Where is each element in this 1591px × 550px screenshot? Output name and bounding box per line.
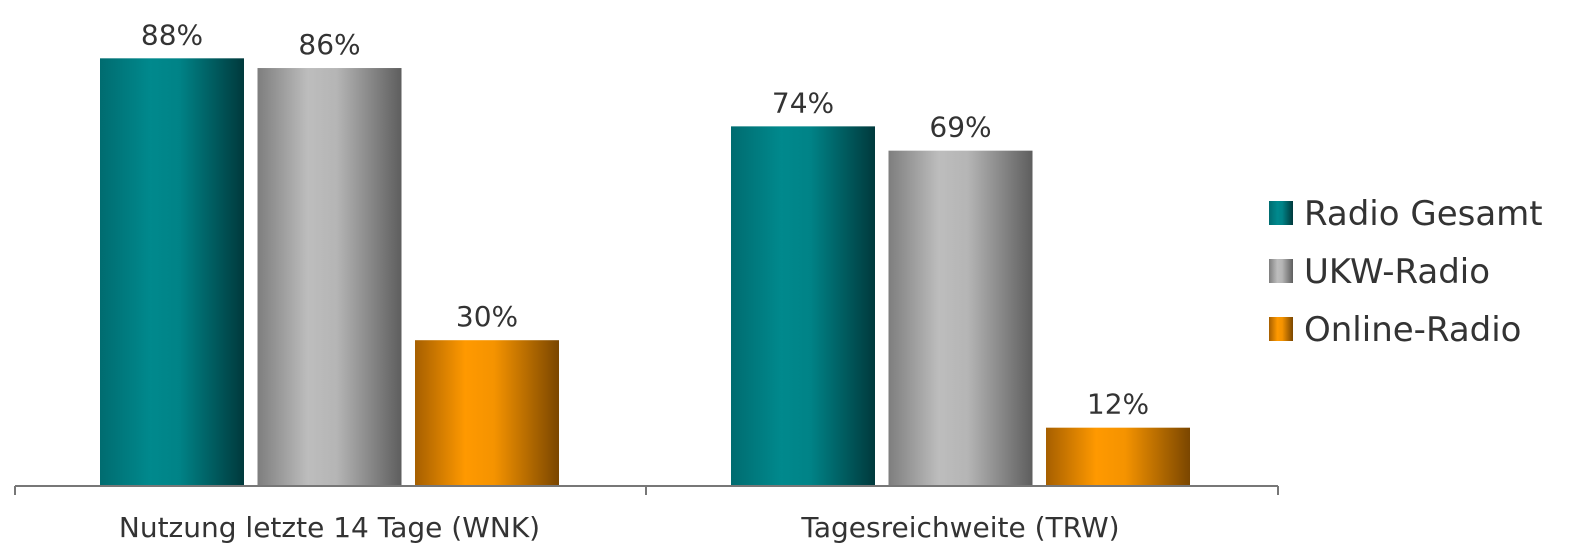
bar-ukw-radio [257, 68, 402, 486]
bar-radio-gesamt [100, 58, 244, 486]
legend-item: UKW-Radio [1269, 252, 1490, 292]
bar-value-label: 12% [1087, 388, 1149, 421]
bar-online-radio [415, 340, 559, 486]
legend-item: Radio Gesamt [1269, 194, 1543, 234]
legend-swatch [1269, 259, 1293, 283]
bar-online-radio [1046, 427, 1190, 486]
legend-item: Online-Radio [1269, 310, 1521, 350]
data-labels: 88% 86% 30% 74% 69% 12% [141, 18, 1149, 420]
bar-value-label: 86% [298, 28, 360, 61]
category-label: Nutzung letzte 14 Tage (WNK) [119, 511, 540, 544]
bar-value-label: 74% [772, 86, 834, 119]
bar-value-label: 30% [456, 300, 518, 333]
bar-radio-gesamt [731, 126, 875, 487]
legend-swatch [1269, 201, 1293, 225]
legend: Radio Gesamt UKW-Radio Online-Radio [1269, 194, 1543, 350]
legend-label: Radio Gesamt [1304, 194, 1543, 234]
legend-label: UKW-Radio [1304, 252, 1490, 292]
x-axis [14, 485, 1279, 495]
category-labels: Nutzung letzte 14 Tage (WNK) Tagesreichwe… [119, 511, 1120, 544]
legend-swatch [1269, 317, 1293, 341]
bar-ukw-radio [888, 150, 1033, 486]
bar-value-label: 69% [929, 111, 991, 144]
bars [100, 58, 1190, 487]
legend-label: Online-Radio [1304, 310, 1521, 350]
bar-value-label: 88% [141, 18, 203, 51]
category-label: Tagesreichweite (TRW) [800, 511, 1119, 544]
